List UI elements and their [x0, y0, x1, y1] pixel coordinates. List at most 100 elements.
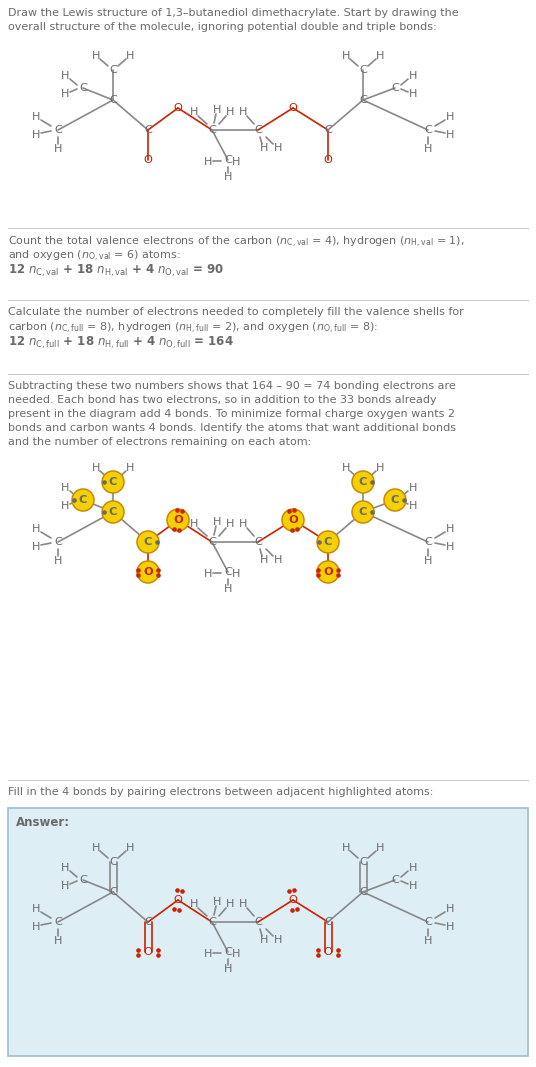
Text: H: H [61, 71, 69, 81]
Text: H: H [224, 584, 232, 594]
Text: C: C [208, 917, 216, 927]
Text: C: C [54, 125, 62, 136]
Text: present in the diagram add 4 bonds. To minimize formal charge oxygen wants 2: present in the diagram add 4 bonds. To m… [8, 409, 455, 419]
Text: C: C [109, 507, 117, 517]
Text: C: C [359, 507, 367, 517]
Text: Subtracting these two numbers shows that 164 – 90 = 74 bonding electrons are: Subtracting these two numbers shows that… [8, 381, 456, 391]
Text: H: H [446, 922, 454, 931]
Text: C: C [224, 947, 232, 957]
Text: C: C [324, 537, 332, 547]
Text: C: C [109, 65, 117, 75]
Text: H: H [92, 843, 100, 853]
Text: C: C [324, 917, 332, 927]
Text: Answer:: Answer: [16, 816, 70, 829]
Text: O: O [288, 515, 298, 525]
Text: O: O [288, 103, 297, 113]
Text: C: C [359, 477, 367, 487]
Text: C: C [54, 537, 62, 547]
Text: O: O [144, 947, 152, 957]
Text: H: H [424, 144, 432, 154]
Text: Calculate the number of electrons needed to completely fill the valence shells f: Calculate the number of electrons needed… [8, 307, 464, 317]
Text: C: C [144, 125, 152, 136]
Text: C: C [391, 875, 399, 885]
Text: H: H [32, 524, 40, 534]
Text: H: H [239, 519, 247, 529]
Text: O: O [144, 155, 152, 165]
Text: H: H [260, 935, 268, 945]
Text: H: H [409, 483, 417, 493]
Circle shape [102, 471, 124, 493]
Text: H: H [190, 899, 198, 909]
Text: H: H [204, 569, 212, 579]
Circle shape [102, 501, 124, 523]
Text: H: H [126, 843, 134, 853]
Text: C: C [109, 857, 117, 867]
Text: H: H [376, 463, 384, 473]
Text: H: H [92, 463, 100, 473]
Text: H: H [213, 105, 221, 115]
Text: H: H [226, 899, 234, 909]
Text: H: H [409, 501, 417, 511]
Text: H: H [32, 922, 40, 931]
Text: C: C [324, 125, 332, 136]
Text: H: H [342, 51, 350, 61]
Text: H: H [342, 463, 350, 473]
Text: H: H [446, 542, 454, 552]
Text: O: O [173, 515, 183, 525]
Text: C: C [424, 125, 432, 136]
Text: H: H [409, 863, 417, 873]
Text: Fill in the 4 bonds by pairing electrons between adjacent highlighted atoms:: Fill in the 4 bonds by pairing electrons… [8, 787, 434, 797]
Text: H: H [126, 463, 134, 473]
Text: H: H [32, 542, 40, 552]
Text: C: C [254, 125, 262, 136]
Circle shape [352, 501, 374, 523]
Text: H: H [54, 556, 62, 566]
Text: C: C [391, 83, 399, 93]
Text: Count the total valence electrons of the carbon ($n_{\mathrm{C,val}}$ = 4), hydr: Count the total valence electrons of the… [8, 235, 465, 250]
Text: H: H [232, 569, 240, 579]
Text: 12 $n_{\mathrm{C,val}}$ + 18 $n_{\mathrm{H,val}}$ + 4 $n_{\mathrm{O,val}}$ = 90: 12 $n_{\mathrm{C,val}}$ + 18 $n_{\mathrm… [8, 262, 224, 280]
Text: C: C [391, 495, 399, 505]
Text: H: H [409, 881, 417, 891]
Circle shape [72, 489, 94, 511]
Text: H: H [274, 143, 282, 153]
Text: H: H [239, 107, 247, 117]
Text: H: H [126, 51, 134, 61]
Text: C: C [424, 917, 432, 927]
Text: H: H [409, 71, 417, 81]
Text: C: C [359, 887, 367, 897]
Text: H: H [376, 51, 384, 61]
Text: H: H [446, 112, 454, 122]
Text: H: H [190, 107, 198, 117]
Text: H: H [226, 107, 234, 117]
Text: H: H [446, 904, 454, 914]
Text: H: H [239, 899, 247, 909]
Text: H: H [224, 172, 232, 182]
Text: Draw the Lewis structure of 1,3–butanediol dimethacrylate. Start by drawing the
: Draw the Lewis structure of 1,3–butanedi… [8, 7, 459, 32]
Text: H: H [204, 949, 212, 959]
Text: C: C [144, 917, 152, 927]
Circle shape [384, 489, 406, 511]
Text: C: C [254, 537, 262, 547]
Text: H: H [224, 964, 232, 974]
Text: C: C [109, 477, 117, 487]
Text: C: C [424, 537, 432, 547]
Text: H: H [61, 881, 69, 891]
Text: H: H [446, 524, 454, 534]
Circle shape [137, 531, 159, 553]
Text: O: O [323, 567, 333, 577]
Text: H: H [409, 89, 417, 99]
Text: C: C [79, 83, 87, 93]
Text: C: C [359, 95, 367, 105]
Text: O: O [174, 895, 182, 905]
Text: C: C [109, 95, 117, 105]
Text: 12 $n_{\mathrm{C,full}}$ + 18 $n_{\mathrm{H,full}}$ + 4 $n_{\mathrm{O,full}}$ = : 12 $n_{\mathrm{C,full}}$ + 18 $n_{\mathr… [8, 335, 234, 351]
Text: O: O [174, 103, 182, 113]
Text: H: H [61, 483, 69, 493]
Text: H: H [32, 112, 40, 122]
Text: C: C [144, 537, 152, 547]
Circle shape [352, 471, 374, 493]
Text: H: H [54, 936, 62, 946]
Text: and oxygen ($n_{\mathrm{O,val}}$ = 6) atoms:: and oxygen ($n_{\mathrm{O,val}}$ = 6) at… [8, 249, 181, 265]
Text: C: C [79, 875, 87, 885]
